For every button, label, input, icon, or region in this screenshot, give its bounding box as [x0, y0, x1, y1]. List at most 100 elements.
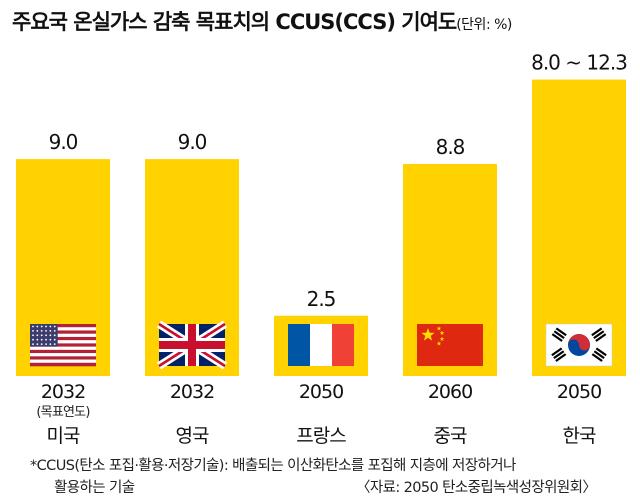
flag-star — [40, 343, 43, 346]
flag-star-large — [421, 328, 435, 341]
korea-flag-icon — [545, 323, 613, 367]
flag-star — [45, 325, 47, 328]
year-label: 2032 — [170, 381, 214, 403]
flag-star — [40, 334, 43, 337]
value-label: 8.0 ~ 12.3 — [531, 51, 627, 75]
trigram-bar — [591, 353, 603, 362]
trigram-bar — [591, 327, 603, 337]
flag-star — [45, 330, 47, 332]
value-label: 2.5 — [307, 287, 336, 311]
china-flag-icon — [417, 324, 483, 366]
chart-title-block: 주요국 온실가스 감축 목표치의 CCUS(CCS) 기여도(단위: %) — [12, 6, 512, 36]
trigram-bar — [555, 353, 567, 362]
flag-star-small — [436, 341, 442, 346]
flag-star — [40, 338, 43, 341]
flag-canton — [30, 324, 58, 347]
flag-star — [45, 334, 47, 337]
flag-star — [36, 334, 39, 337]
flag-stripe — [30, 362, 96, 367]
trigram-bar — [595, 333, 607, 342]
flag-field — [417, 324, 483, 366]
trigram — [551, 327, 567, 342]
flag-stripe — [30, 353, 96, 357]
flag-star — [36, 325, 39, 328]
flag-star — [45, 338, 47, 341]
flag-star-small — [439, 336, 445, 341]
flag-star — [36, 343, 39, 346]
flag-star — [40, 325, 43, 328]
trigram-bar — [553, 350, 565, 360]
category-label: 중국 — [434, 425, 467, 447]
uk-flag-icon — [156, 320, 228, 370]
trigram — [591, 327, 607, 342]
year-label: 2050 — [299, 381, 343, 403]
flag-band-red — [332, 324, 354, 366]
flag-band-blue — [288, 324, 310, 366]
category-label: 프랑스 — [296, 425, 346, 447]
flag-star-small — [436, 326, 442, 331]
year-caption: (목표연도) — [36, 405, 89, 420]
flag-star — [53, 338, 56, 341]
footnote-line-2: 활용하는 기술 — [54, 480, 135, 496]
flag-star — [53, 325, 56, 328]
flag-stripe — [30, 324, 96, 328]
flag-star — [32, 334, 34, 337]
flag-stripe — [30, 359, 96, 364]
source-note: 〈자료: 2050 탄소중립녹색성장위원회〉 — [356, 480, 597, 496]
footnote-line-1: *CCUS(탄소 포집·활용·저장기술): 배출되는 이산화탄소를 포집해 지층… — [30, 458, 516, 474]
unit-label: (단위: %) — [456, 17, 512, 33]
flag-star-small — [439, 330, 445, 335]
flag-star — [53, 343, 56, 346]
flag-star — [32, 325, 34, 328]
trigram-bar — [595, 347, 607, 357]
trigram — [591, 347, 607, 362]
trigram-bar — [593, 330, 605, 340]
category-label: 한국 — [563, 425, 596, 447]
flag-stripe — [30, 327, 96, 331]
flag-star — [53, 334, 56, 337]
flag-stripe — [30, 330, 96, 334]
flag-cross-v-red — [188, 324, 196, 366]
trigram-bar — [551, 333, 563, 342]
value-label: 9.0 — [49, 130, 78, 154]
category-label: 미국 — [47, 425, 80, 447]
flag-star — [53, 330, 56, 332]
us-flag-icon — [30, 324, 96, 367]
year-label: 2060 — [428, 381, 472, 403]
flag-star — [49, 330, 52, 332]
trigram — [551, 347, 567, 362]
trigram-bar — [555, 327, 567, 337]
flag-star — [49, 338, 52, 341]
flag-star — [49, 343, 52, 346]
flag-star — [36, 330, 39, 332]
flag-star — [45, 343, 47, 346]
flag-star — [49, 334, 52, 337]
year-label: 2050 — [557, 381, 601, 403]
flag-stripe — [30, 346, 96, 351]
trigram-bar — [593, 350, 605, 360]
flag-star — [32, 343, 34, 346]
flag-star — [36, 338, 39, 341]
year-label: 2032 — [41, 381, 85, 403]
value-label: 8.8 — [436, 135, 465, 159]
flag-band-white — [310, 324, 332, 366]
value-label: 9.0 — [178, 130, 207, 154]
flag-star — [40, 330, 43, 332]
flag-star — [49, 325, 52, 328]
flag-stripe — [30, 356, 96, 360]
flag-star — [32, 330, 34, 332]
taegeuk-red — [568, 334, 590, 351]
category-label: 영국 — [176, 425, 209, 447]
trigram-bar — [553, 330, 565, 340]
chart-title: 주요국 온실가스 감축 목표치의 CCUS(CCS) 기여도 — [12, 10, 457, 34]
flag-stripe — [30, 343, 96, 347]
flag-stripe — [30, 349, 96, 354]
france-flag-icon — [288, 324, 354, 366]
trigram-bar — [551, 347, 563, 357]
flag-stripe — [30, 340, 96, 344]
flag-stripe — [30, 333, 96, 338]
flag-stripe — [30, 336, 96, 341]
flag-star — [32, 338, 34, 341]
